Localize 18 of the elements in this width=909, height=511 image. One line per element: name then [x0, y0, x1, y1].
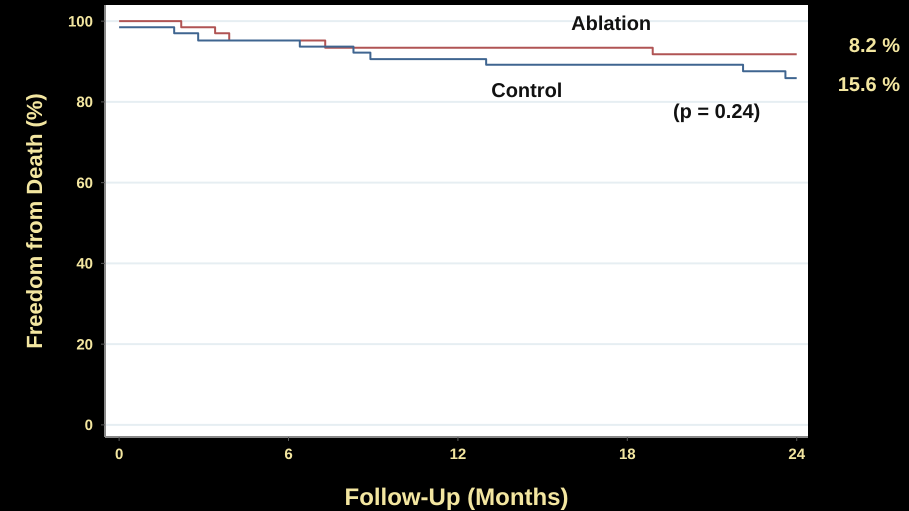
y-tick-label: 60	[76, 174, 93, 192]
x-tick-label: 6	[284, 446, 293, 463]
text: 8.2 %	[848, 35, 900, 57]
x-tick-label: 0	[114, 446, 124, 463]
x-tick-label: 18	[618, 446, 636, 463]
y-tick-label: 20	[76, 336, 93, 354]
x-tick-label: 24	[788, 446, 806, 463]
series-label: Control	[491, 80, 562, 102]
series-label: Ablation	[571, 12, 652, 35]
y-axis-title: Freedom from Death (%)	[22, 93, 47, 349]
y-tick-label: 40	[76, 256, 93, 273]
y-tick-label: 100	[68, 13, 93, 30]
x-axis-title: Follow-Up (Months)	[344, 484, 568, 511]
y-tick-label: 0	[84, 417, 93, 434]
annotation: (p = 0.24)	[672, 101, 760, 123]
x-tick-label: 12	[450, 446, 466, 463]
y-tick-label: 80	[76, 94, 93, 112]
text: 15.6 %	[838, 74, 900, 96]
